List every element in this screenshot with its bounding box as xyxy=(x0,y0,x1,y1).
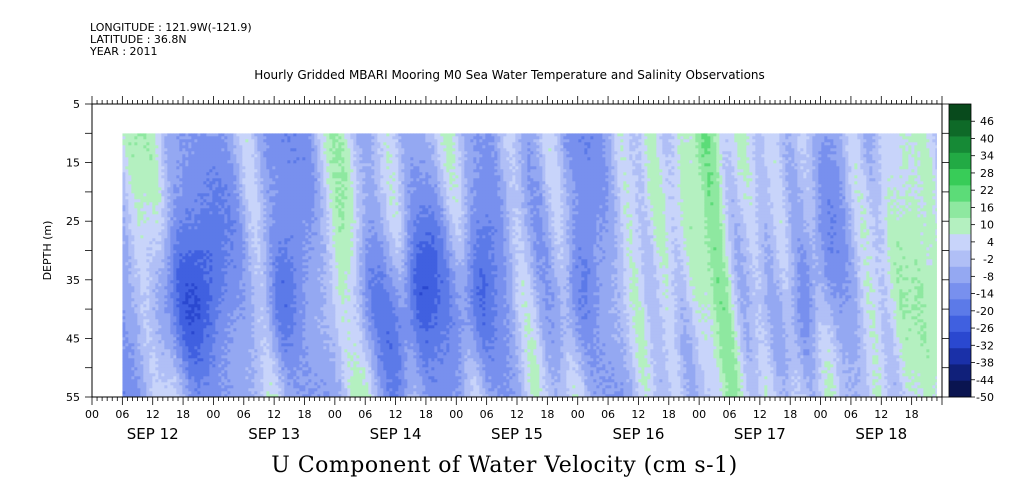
x-tick-label: 00 xyxy=(206,408,220,421)
colorbar-swatch xyxy=(949,315,971,333)
y-tick-label: 55 xyxy=(66,391,80,404)
x-day-label: SEP 15 xyxy=(491,425,543,443)
x-tick-label: 06 xyxy=(844,408,858,421)
colorbar-swatch xyxy=(949,234,971,251)
x-day-label: SEP 13 xyxy=(248,425,300,443)
x-tick-label: 18 xyxy=(176,408,190,421)
y-tick-label: 5 xyxy=(73,98,80,111)
x-tick-label: 12 xyxy=(267,408,281,421)
colorbar-label: 40 xyxy=(980,132,994,145)
x-tick-label: 00 xyxy=(85,408,99,421)
y-tick-label: 25 xyxy=(66,215,80,228)
y-tick-label: 45 xyxy=(66,332,80,345)
year-label: YEAR : 2011 xyxy=(90,46,252,58)
colorbar-swatch xyxy=(949,331,971,349)
colorbar-label: -26 xyxy=(976,322,994,335)
chart-title-wrap: Hourly Gridded MBARI Mooring M0 Sea Wate… xyxy=(0,68,1009,82)
metadata-block: LONGITUDE : 121.9W(-121.9) LATITUDE : 36… xyxy=(90,22,252,58)
colorbar-label: 10 xyxy=(980,219,994,232)
colorbar-swatch xyxy=(949,299,971,316)
x-day-label: SEP 12 xyxy=(127,425,179,443)
x-day-label: SEP 16 xyxy=(612,425,664,443)
x-tick-label: 00 xyxy=(692,408,706,421)
x-tick-label: 00 xyxy=(814,408,828,421)
colorbar-label: -38 xyxy=(976,357,994,370)
colorbar-label: 4 xyxy=(987,236,994,249)
y-axis-label: DEPTH (m) xyxy=(41,221,54,281)
colorbar-label: -20 xyxy=(976,305,994,318)
x-tick-label: 06 xyxy=(237,408,251,421)
colorbar-swatch xyxy=(949,250,971,268)
colorbar-swatch xyxy=(949,169,971,186)
colorbar-label: 22 xyxy=(980,184,994,197)
colorbar-label: -14 xyxy=(976,288,994,301)
colorbar-swatch xyxy=(949,283,971,300)
heatmap-field xyxy=(122,133,937,398)
x-day-label: SEP 14 xyxy=(370,425,422,443)
x-tick-label: 06 xyxy=(601,408,615,421)
colorbar-label: 16 xyxy=(980,201,994,214)
colorbar-swatch xyxy=(949,152,971,170)
x-tick-label: 12 xyxy=(389,408,403,421)
colorbar-swatch xyxy=(949,380,971,398)
x-tick-label: 18 xyxy=(662,408,676,421)
x-tick-label: 06 xyxy=(723,408,737,421)
colorbar-label: 34 xyxy=(980,150,994,163)
colorbar-label: 46 xyxy=(980,115,994,128)
longitude-label: LONGITUDE : 121.9W(-121.9) xyxy=(90,22,252,34)
x-tick-label: 18 xyxy=(298,408,312,421)
x-day-label: SEP 18 xyxy=(855,425,907,443)
x-tick-label: 18 xyxy=(905,408,919,421)
x-tick-label: 12 xyxy=(146,408,160,421)
x-tick-label: 12 xyxy=(631,408,645,421)
colorbar-swatch xyxy=(949,120,971,137)
colorbar-swatch xyxy=(949,185,971,202)
latitude-label: LATITUDE : 36.8N xyxy=(90,34,252,46)
colorbar-swatch xyxy=(949,201,971,219)
x-tick-label: 06 xyxy=(480,408,494,421)
colorbar-label: -2 xyxy=(983,253,994,266)
chart-title: Hourly Gridded MBARI Mooring M0 Sea Wate… xyxy=(254,68,765,82)
colorbar-swatch xyxy=(949,348,971,365)
colorbar-label: -8 xyxy=(983,270,994,283)
colorbar-label: 28 xyxy=(980,167,994,180)
colorbar-swatch xyxy=(949,136,971,154)
x-tick-label: 06 xyxy=(358,408,372,421)
x-tick-label: 00 xyxy=(449,408,463,421)
x-tick-label: 12 xyxy=(874,408,888,421)
x-tick-label: 18 xyxy=(783,408,797,421)
colorbar-swatch xyxy=(949,266,971,284)
y-tick-label: 35 xyxy=(66,274,80,287)
x-tick-label: 06 xyxy=(115,408,129,421)
colorbar-frame xyxy=(948,103,972,398)
x-tick-label: 12 xyxy=(510,408,524,421)
colorbar-label: -44 xyxy=(976,374,994,387)
x-tick-label: 18 xyxy=(419,408,433,421)
colorbar-swatch xyxy=(949,104,971,121)
x-day-label: SEP 17 xyxy=(734,425,786,443)
x-tick-label: 12 xyxy=(753,408,767,421)
colorbar-swatch xyxy=(949,217,971,235)
x-tick-label: 18 xyxy=(540,408,554,421)
x-tick-label: 00 xyxy=(571,408,585,421)
y-tick-label: 15 xyxy=(66,157,80,170)
x-tick-label: 00 xyxy=(328,408,342,421)
colorbar-label: -50 xyxy=(976,391,994,404)
colorbar-swatch xyxy=(949,364,971,382)
colorbar-label: -32 xyxy=(976,339,994,352)
x-axis-label: U Component of Water Velocity (cm s-1) xyxy=(0,453,1009,478)
